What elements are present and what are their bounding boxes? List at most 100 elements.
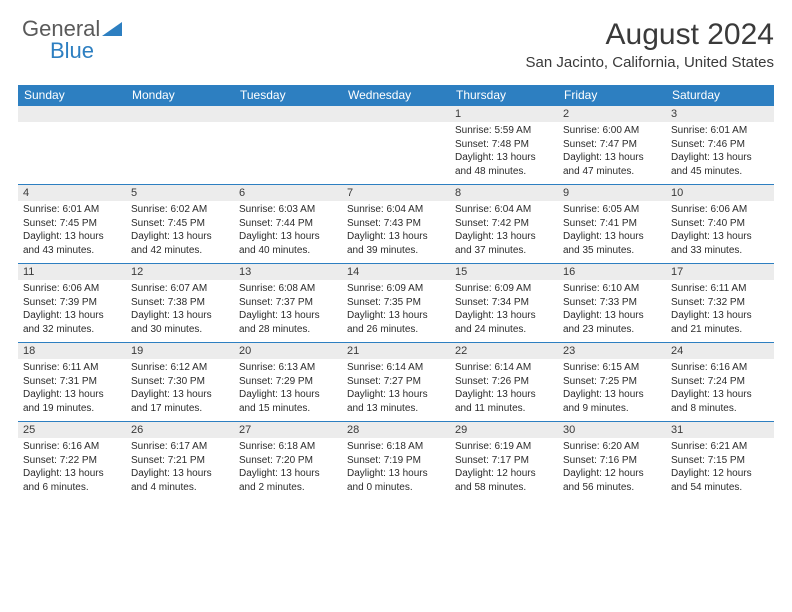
day-detail: Sunrise: 6:13 AMSunset: 7:29 PMDaylight:… (234, 359, 342, 421)
calendar-week-row: 11Sunrise: 6:06 AMSunset: 7:39 PMDayligh… (18, 263, 774, 342)
daylight-text: Daylight: 13 hours and 40 minutes. (239, 230, 337, 257)
day-number: 2 (558, 105, 666, 122)
day-number: 29 (450, 421, 558, 438)
day-number: 21 (342, 342, 450, 359)
daylight-text: Daylight: 12 hours and 54 minutes. (671, 467, 769, 494)
day-number: 8 (450, 184, 558, 201)
sunrise-text: Sunrise: 6:15 AM (563, 361, 661, 375)
sunrise-text: Sunrise: 6:14 AM (347, 361, 445, 375)
calendar-cell: 12Sunrise: 6:07 AMSunset: 7:38 PMDayligh… (126, 263, 234, 342)
calendar-cell (126, 105, 234, 184)
sunset-text: Sunset: 7:35 PM (347, 296, 445, 310)
sunset-text: Sunset: 7:43 PM (347, 217, 445, 231)
sunset-text: Sunset: 7:21 PM (131, 454, 229, 468)
weekday-header: Wednesday (342, 85, 450, 105)
day-detail: Sunrise: 6:04 AMSunset: 7:42 PMDaylight:… (450, 201, 558, 263)
weekday-header: Thursday (450, 85, 558, 105)
sunset-text: Sunset: 7:25 PM (563, 375, 661, 389)
daylight-text: Daylight: 13 hours and 26 minutes. (347, 309, 445, 336)
daylight-text: Daylight: 13 hours and 0 minutes. (347, 467, 445, 494)
month-title: August 2024 (526, 18, 774, 52)
day-number: 6 (234, 184, 342, 201)
day-detail (234, 122, 342, 182)
day-detail: Sunrise: 6:06 AMSunset: 7:39 PMDaylight:… (18, 280, 126, 342)
day-number: 11 (18, 263, 126, 280)
sunset-text: Sunset: 7:22 PM (23, 454, 121, 468)
calendar-cell: 10Sunrise: 6:06 AMSunset: 7:40 PMDayligh… (666, 184, 774, 263)
calendar-cell: 16 Sunrise: 6:10 AMSunset: 7:33 PMDayligh… (558, 263, 666, 342)
sunset-text: Sunset: 7:19 PM (347, 454, 445, 468)
day-detail: Sunrise: 6:19 AMSunset: 7:17 PMDaylight:… (450, 438, 558, 500)
sunset-text: Sunset: 7:27 PM (347, 375, 445, 389)
day-number: 27 (234, 421, 342, 438)
day-number: 15 (450, 263, 558, 280)
sunset-text: Sunset: 7:45 PM (23, 217, 121, 231)
sunset-text: Sunset: 7:48 PM (455, 138, 553, 152)
daylight-text: Daylight: 13 hours and 19 minutes. (23, 388, 121, 415)
calendar-cell: 7Sunrise: 6:04 AMSunset: 7:43 PMDaylight… (342, 184, 450, 263)
day-detail: Sunrise: 6:11 AMSunset: 7:32 PMDaylight:… (666, 280, 774, 342)
day-number: 19 (126, 342, 234, 359)
daylight-text: Daylight: 13 hours and 48 minutes. (455, 151, 553, 178)
daylight-text: Daylight: 13 hours and 47 minutes. (563, 151, 661, 178)
calendar-cell: 28Sunrise: 6:18 AMSunset: 7:19 PMDayligh… (342, 421, 450, 500)
sunrise-text: Sunrise: 6:07 AM (131, 282, 229, 296)
day-detail (126, 122, 234, 182)
calendar-cell: 4Sunrise: 6:01 AMSunset: 7:45 PMDaylight… (18, 184, 126, 263)
day-detail: Sunrise: 6:02 AMSunset: 7:45 PMDaylight:… (126, 201, 234, 263)
calendar-cell: 19Sunrise: 6:12 AMSunset: 7:30 PMDayligh… (126, 342, 234, 421)
sunrise-text: Sunrise: 6:08 AM (239, 282, 337, 296)
daylight-text: Daylight: 12 hours and 58 minutes. (455, 467, 553, 494)
calendar-cell: 29Sunrise: 6:19 AMSunset: 7:17 PMDayligh… (450, 421, 558, 500)
location: San Jacinto, California, United States (526, 54, 774, 71)
sunset-text: Sunset: 7:30 PM (131, 375, 229, 389)
day-number: 16 (558, 263, 666, 280)
day-detail: Sunrise: 6:14 AMSunset: 7:26 PMDaylight:… (450, 359, 558, 421)
weekday-header: Monday (126, 85, 234, 105)
daylight-text: Daylight: 13 hours and 23 minutes. (563, 309, 661, 336)
daylight-text: Daylight: 13 hours and 24 minutes. (455, 309, 553, 336)
calendar-cell: 2Sunrise: 6:00 AMSunset: 7:47 PMDaylight… (558, 105, 666, 184)
sunrise-text: Sunrise: 6:05 AM (563, 203, 661, 217)
sunset-text: Sunset: 7:33 PM (563, 296, 661, 310)
day-detail (18, 122, 126, 182)
day-number: 20 (234, 342, 342, 359)
calendar-cell: 5Sunrise: 6:02 AMSunset: 7:45 PMDaylight… (126, 184, 234, 263)
sunrise-text: Sunrise: 6:18 AM (347, 440, 445, 454)
day-number: 18 (18, 342, 126, 359)
sunrise-text: Sunrise: 6:10 AM (563, 282, 661, 296)
daylight-text: Daylight: 13 hours and 37 minutes. (455, 230, 553, 257)
sunset-text: Sunset: 7:20 PM (239, 454, 337, 468)
day-number: 3 (666, 105, 774, 122)
calendar-week-row: 25Sunrise: 6:16 AMSunset: 7:22 PMDayligh… (18, 421, 774, 500)
sunset-text: Sunset: 7:38 PM (131, 296, 229, 310)
daylight-text: Daylight: 13 hours and 35 minutes. (563, 230, 661, 257)
sunset-text: Sunset: 7:41 PM (563, 217, 661, 231)
day-detail: Sunrise: 6:00 AMSunset: 7:47 PMDaylight:… (558, 122, 666, 184)
calendar-cell: 17Sunrise: 6:11 AMSunset: 7:32 PMDayligh… (666, 263, 774, 342)
weekday-header: Sunday (18, 85, 126, 105)
day-detail: Sunrise: 6:06 AMSunset: 7:40 PMDaylight:… (666, 201, 774, 263)
calendar-cell: 9Sunrise: 6:05 AMSunset: 7:41 PMDaylight… (558, 184, 666, 263)
day-detail: Sunrise: 6:08 AMSunset: 7:37 PMDaylight:… (234, 280, 342, 342)
day-detail: Sunrise: 6:03 AMSunset: 7:44 PMDaylight:… (234, 201, 342, 263)
daylight-text: Daylight: 13 hours and 13 minutes. (347, 388, 445, 415)
calendar-cell: 23Sunrise: 6:15 AMSunset: 7:25 PMDayligh… (558, 342, 666, 421)
sunset-text: Sunset: 7:29 PM (239, 375, 337, 389)
sunrise-text: Sunrise: 6:20 AM (563, 440, 661, 454)
sunrise-text: Sunrise: 6:01 AM (671, 124, 769, 138)
daylight-text: Daylight: 13 hours and 11 minutes. (455, 388, 553, 415)
sunset-text: Sunset: 7:16 PM (563, 454, 661, 468)
sunset-text: Sunset: 7:24 PM (671, 375, 769, 389)
sunrise-text: Sunrise: 6:12 AM (131, 361, 229, 375)
sunset-text: Sunset: 7:26 PM (455, 375, 553, 389)
calendar-cell: 25Sunrise: 6:16 AMSunset: 7:22 PMDayligh… (18, 421, 126, 500)
daylight-text: Daylight: 13 hours and 8 minutes. (671, 388, 769, 415)
daylight-text: Daylight: 12 hours and 56 minutes. (563, 467, 661, 494)
calendar-cell: 8Sunrise: 6:04 AMSunset: 7:42 PMDaylight… (450, 184, 558, 263)
calendar-week-row: 1Sunrise: 5:59 AMSunset: 7:48 PMDaylight… (18, 105, 774, 184)
day-number (234, 105, 342, 122)
sunrise-text: Sunrise: 6:16 AM (23, 440, 121, 454)
day-number: 10 (666, 184, 774, 201)
calendar-table: Sunday Monday Tuesday Wednesday Thursday… (18, 85, 774, 500)
